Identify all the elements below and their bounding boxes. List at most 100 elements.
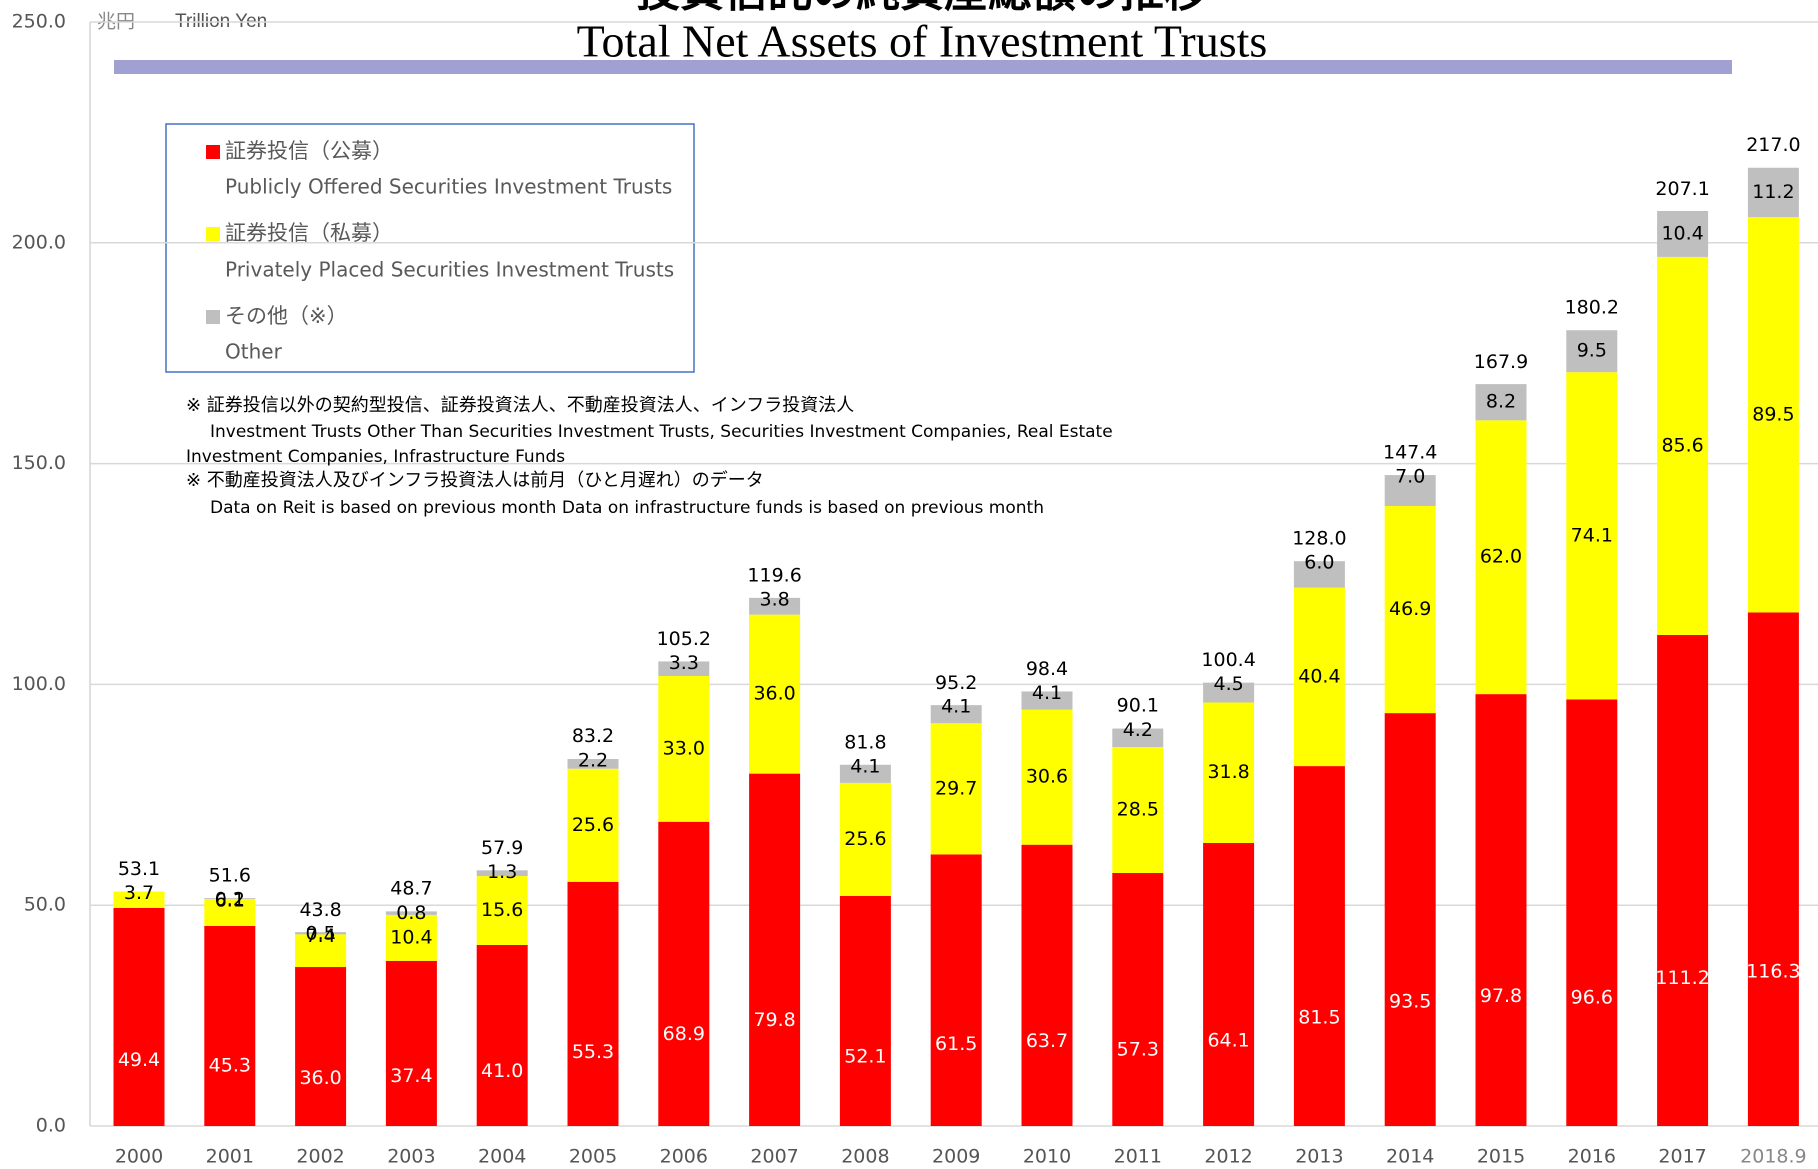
- bar-segment: [1384, 713, 1436, 1126]
- bar-segment: [476, 870, 528, 877]
- bar-segment: [113, 907, 165, 1126]
- total-label: 128.0: [1292, 527, 1346, 549]
- bar-segment: [1203, 682, 1255, 703]
- total-label: 51.6: [209, 865, 251, 887]
- y-tick-label: 150.0: [12, 452, 66, 474]
- value-label: 46.9: [1389, 598, 1431, 620]
- bar-segment: [1384, 475, 1436, 506]
- value-label: 41.0: [481, 1060, 523, 1082]
- note: Investment Trusts Other Than Securities …: [210, 422, 1113, 442]
- legend-label-en: Privately Placed Securities Investment T…: [225, 258, 674, 282]
- value-label: 7.4: [305, 925, 335, 947]
- legend-label-en: Other: [225, 340, 283, 364]
- total-label: 119.6: [747, 564, 801, 586]
- value-label: 0.8: [396, 902, 426, 924]
- value-label: 33.0: [663, 737, 705, 759]
- bar-segment: [385, 960, 437, 1126]
- bar-segment: [749, 614, 801, 774]
- x-tick-label: 2017: [1658, 1146, 1706, 1168]
- bar-segment: [113, 891, 165, 908]
- legend-swatch: [206, 310, 220, 324]
- bar-segment: [1475, 694, 1527, 1126]
- bar-segment: [476, 876, 528, 945]
- y-tick-label: 200.0: [12, 231, 66, 253]
- bar-segment: [930, 723, 982, 855]
- value-label: 7.0: [1395, 466, 1425, 488]
- total-label: 81.8: [844, 731, 886, 753]
- value-label: 3.8: [759, 588, 789, 610]
- x-tick-label: 2009: [932, 1146, 980, 1168]
- total-label: 48.7: [390, 877, 432, 899]
- value-label: 4.1: [1032, 682, 1062, 704]
- bar-segment: [1747, 217, 1799, 613]
- bar-segment: [839, 782, 891, 896]
- x-tick-label: 2015: [1477, 1146, 1525, 1168]
- bar-segment: [476, 944, 528, 1126]
- value-label: 36.0: [753, 683, 795, 705]
- total-label: 43.8: [299, 899, 341, 921]
- bar-segment: [658, 676, 710, 822]
- legend-box: [165, 123, 695, 373]
- value-label: 4.1: [941, 696, 971, 718]
- bar-segment: [1293, 587, 1345, 767]
- value-label: 6.0: [1304, 552, 1334, 574]
- total-label: 90.1: [1117, 695, 1159, 717]
- legend-swatch: [206, 227, 220, 241]
- bar-segment: [658, 661, 710, 677]
- y-tick-label: 100.0: [12, 673, 66, 695]
- x-tick-label: 2002: [296, 1146, 344, 1168]
- value-label: 93.5: [1389, 991, 1431, 1013]
- value-label: 52.1: [844, 1045, 886, 1067]
- bar-segment: [1475, 384, 1527, 421]
- bar-segment: [1203, 842, 1255, 1126]
- bar-segment: [1112, 747, 1164, 873]
- legend-swatch: [206, 145, 220, 159]
- value-label: 10.4: [1661, 222, 1703, 244]
- bar-segment: [1566, 330, 1618, 373]
- value-label: 10.4: [390, 926, 432, 948]
- bar-segment: [204, 925, 256, 1126]
- bar-segment: [839, 895, 891, 1126]
- total-label: 57.9: [481, 837, 523, 859]
- bar-segment: [1384, 505, 1436, 714]
- legend-label-en: Publicly Offered Securities Investment T…: [225, 175, 672, 199]
- value-label: 28.5: [1117, 799, 1159, 821]
- bar-segment: [1747, 612, 1799, 1126]
- value-label: 8.2: [1486, 391, 1516, 413]
- bar-segment: [385, 914, 437, 961]
- note: ※ 証券投信以外の契約型投信、証券投資法人、不動産投資法人、インフラ投資法人: [186, 395, 854, 416]
- y-tick-label: 250.0: [12, 11, 66, 33]
- bar-segment: [1293, 561, 1345, 588]
- value-label: 3.7: [124, 882, 154, 904]
- legend-label: その他（※）: [225, 304, 348, 328]
- value-label: 74.1: [1571, 524, 1613, 546]
- bar-segment: [567, 768, 619, 882]
- value-label: 29.7: [935, 777, 977, 799]
- value-label: 4.5: [1213, 673, 1243, 695]
- value-label: 49.4: [118, 1049, 160, 1071]
- x-tick-label: 2016: [1568, 1146, 1616, 1168]
- value-label: 62.0: [1480, 546, 1522, 568]
- x-tick-label: 2003: [387, 1146, 435, 1168]
- value-label: 37.4: [390, 1065, 432, 1087]
- value-label: 0.2: [215, 889, 245, 911]
- bar-segment: [1203, 702, 1255, 843]
- bar-segment: [1657, 634, 1709, 1126]
- bar-segment: [385, 911, 437, 915]
- value-label: 68.9: [663, 1023, 705, 1045]
- bar-segment: [749, 597, 801, 615]
- x-tick-label: 2012: [1204, 1146, 1252, 1168]
- value-label: 79.8: [753, 1009, 795, 1031]
- bar-segment: [1475, 420, 1527, 695]
- bar-segment: [1112, 872, 1164, 1126]
- value-label: 6.1: [215, 890, 245, 912]
- x-tick-label: 2010: [1023, 1146, 1071, 1168]
- value-label: 9.5: [1577, 340, 1607, 362]
- value-label: 61.5: [935, 1033, 977, 1055]
- value-label: 1.3: [487, 861, 517, 883]
- note: Data on Reit is based on previous month …: [210, 498, 1044, 518]
- bar-segment: [930, 854, 982, 1126]
- total-label: 180.2: [1565, 297, 1619, 319]
- value-label: 96.6: [1571, 987, 1613, 1009]
